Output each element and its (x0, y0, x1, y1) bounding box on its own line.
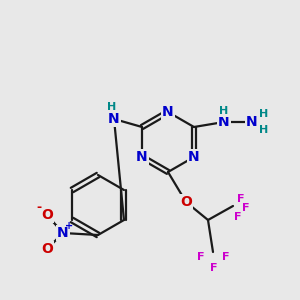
Text: +: + (65, 221, 73, 231)
Text: O: O (180, 195, 192, 209)
Text: N: N (136, 150, 148, 164)
Text: H: H (219, 106, 229, 116)
Text: H: H (260, 125, 268, 135)
Text: F: F (222, 252, 230, 262)
Text: H: H (107, 102, 117, 112)
Text: F: F (242, 203, 250, 213)
Text: N: N (57, 226, 69, 240)
Text: F: F (237, 194, 245, 204)
Text: F: F (197, 252, 205, 262)
Text: N: N (188, 150, 200, 164)
Text: O: O (41, 242, 53, 256)
Text: F: F (234, 212, 242, 222)
Text: H: H (260, 109, 268, 119)
Text: N: N (218, 115, 230, 129)
Text: N: N (246, 115, 258, 129)
Text: O: O (41, 208, 53, 222)
Text: N: N (108, 112, 120, 126)
Text: N: N (162, 105, 174, 119)
Text: -: - (36, 200, 42, 214)
Text: F: F (210, 263, 218, 273)
